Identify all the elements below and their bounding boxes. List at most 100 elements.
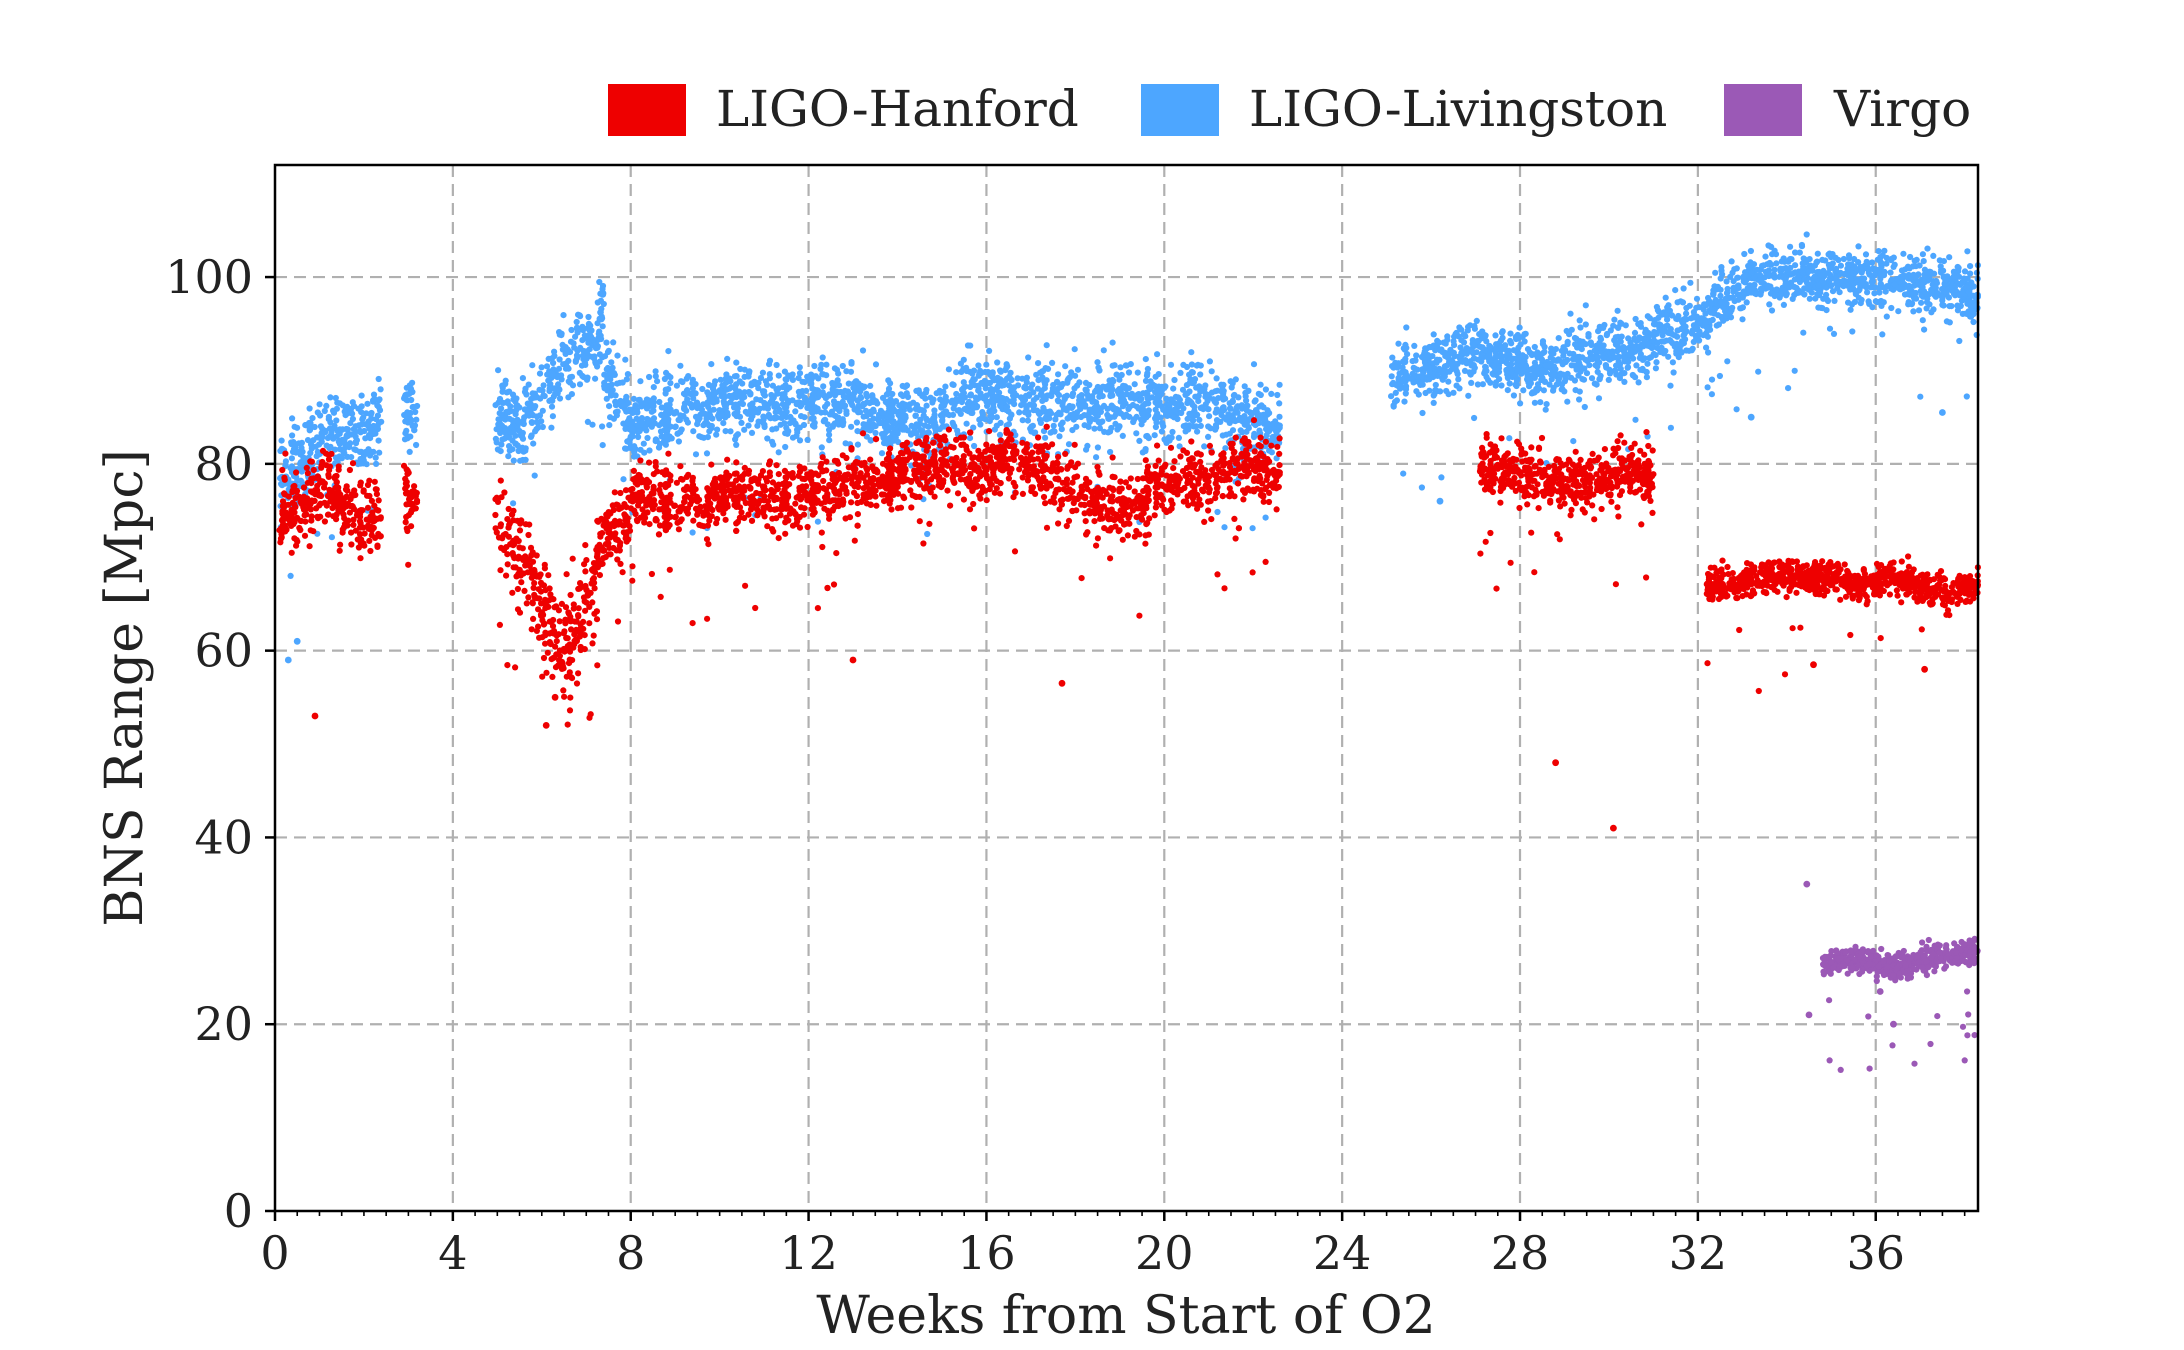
data-point	[1528, 366, 1535, 373]
data-point	[1940, 302, 1947, 309]
data-point	[330, 513, 337, 520]
data-point	[1541, 343, 1548, 351]
data-point	[504, 551, 511, 558]
data-point	[600, 300, 607, 308]
data-point	[411, 483, 418, 490]
data-point	[510, 564, 517, 571]
data-point	[1414, 366, 1421, 373]
data-point	[654, 378, 661, 385]
data-point	[1471, 325, 1478, 332]
data-point	[1876, 285, 1883, 292]
data-point	[636, 427, 643, 435]
data-point	[867, 382, 874, 389]
data-point	[1643, 374, 1650, 381]
data-point	[843, 368, 850, 375]
data-point	[1924, 245, 1931, 252]
data-point	[1896, 278, 1903, 285]
data-point	[1868, 278, 1875, 286]
data-point	[565, 357, 572, 364]
data-point	[310, 528, 317, 535]
data-point	[1507, 330, 1514, 337]
data-point	[821, 403, 829, 410]
data-point	[1675, 312, 1682, 320]
data-point	[796, 424, 803, 431]
data-point	[760, 390, 767, 397]
data-point	[768, 391, 775, 399]
data-point	[731, 404, 738, 411]
data-point	[1006, 373, 1013, 380]
data-point	[1492, 349, 1499, 356]
data-point	[733, 412, 740, 420]
data-point	[773, 401, 780, 408]
data-point	[878, 450, 886, 457]
data-point	[343, 432, 350, 439]
data-point	[497, 521, 504, 528]
data-point	[1596, 376, 1603, 383]
data-point	[1212, 426, 1219, 433]
data-point	[813, 405, 820, 413]
data-point	[408, 523, 415, 530]
data-point	[967, 383, 974, 391]
data-point	[1055, 409, 1062, 416]
data-point	[576, 312, 583, 319]
data-point	[1932, 284, 1939, 291]
data-point	[1531, 399, 1538, 406]
data-point	[864, 421, 871, 428]
data-point	[1400, 470, 1407, 477]
data-point	[835, 370, 842, 377]
data-point	[949, 411, 957, 418]
data-point	[1138, 395, 1145, 402]
data-point	[672, 424, 679, 431]
data-point	[1091, 388, 1099, 395]
data-point	[1566, 350, 1573, 357]
data-point	[692, 390, 699, 397]
data-point	[276, 527, 283, 534]
data-point	[1237, 427, 1244, 434]
data-point	[1438, 474, 1445, 481]
data-point	[1683, 328, 1690, 335]
data-point	[1681, 315, 1688, 322]
data-point	[1496, 376, 1503, 383]
data-point	[411, 422, 419, 429]
data-point	[1422, 389, 1429, 397]
data-point	[636, 396, 643, 403]
data-point	[870, 423, 877, 430]
data-point	[1506, 380, 1513, 387]
data-point	[1145, 407, 1152, 414]
data-point	[548, 396, 555, 404]
data-point	[694, 421, 701, 428]
data-point	[823, 372, 830, 379]
data-point	[1558, 386, 1565, 393]
data-point	[1445, 378, 1452, 385]
data-point	[303, 464, 310, 471]
data-point	[536, 573, 543, 581]
data-point	[1845, 299, 1852, 306]
data-point	[1466, 369, 1473, 376]
data-point	[498, 405, 505, 412]
data-point	[1050, 422, 1057, 429]
data-point	[1847, 275, 1854, 282]
data-point	[373, 416, 380, 423]
data-point	[300, 455, 307, 462]
data-point	[1837, 262, 1844, 269]
data-point	[1663, 337, 1670, 344]
data-point	[1970, 318, 1977, 326]
data-point	[314, 513, 321, 520]
data-point	[331, 446, 339, 453]
data-point	[951, 401, 958, 408]
data-point	[1082, 386, 1089, 393]
data-point	[1506, 435, 1513, 442]
data-point	[332, 394, 339, 402]
data-point	[1959, 290, 1966, 297]
data-point	[492, 511, 499, 519]
data-point	[991, 426, 998, 433]
data-point	[1582, 321, 1589, 328]
data-point	[603, 339, 610, 346]
data-point	[1905, 301, 1912, 308]
data-point	[1437, 388, 1444, 395]
data-point	[592, 359, 599, 366]
data-point	[1550, 363, 1558, 370]
data-point	[530, 615, 537, 623]
data-point	[1043, 416, 1050, 423]
data-point	[1879, 331, 1886, 338]
